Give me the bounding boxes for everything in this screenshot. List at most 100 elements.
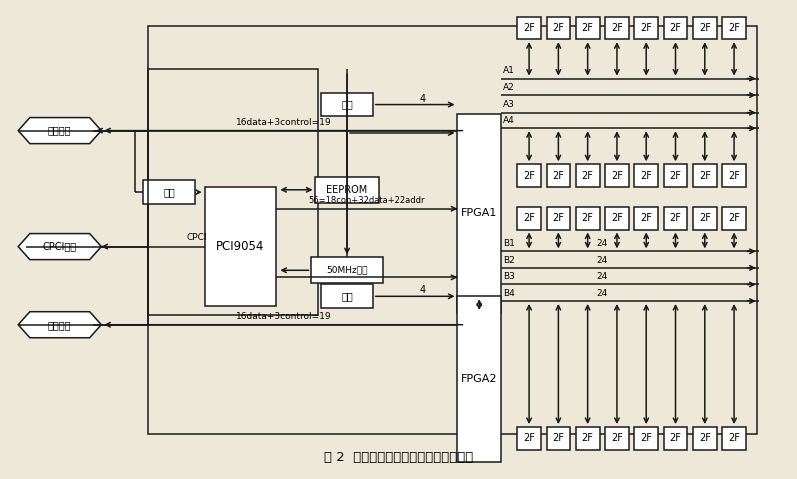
FancyBboxPatch shape (143, 180, 194, 204)
FancyBboxPatch shape (722, 16, 746, 39)
Text: 2F: 2F (582, 213, 594, 223)
Polygon shape (18, 117, 101, 144)
FancyBboxPatch shape (547, 427, 570, 450)
Text: 4: 4 (420, 285, 426, 296)
Text: CPCI接口: CPCI接口 (43, 241, 77, 251)
FancyBboxPatch shape (664, 164, 687, 187)
FancyBboxPatch shape (605, 16, 629, 39)
Text: 2F: 2F (523, 23, 535, 33)
Text: 56=18con+32data+22addr: 56=18con+32data+22addr (308, 196, 425, 205)
FancyBboxPatch shape (316, 177, 379, 203)
FancyBboxPatch shape (664, 16, 687, 39)
FancyBboxPatch shape (634, 207, 658, 229)
Text: 2F: 2F (699, 213, 711, 223)
Text: 2F: 2F (611, 23, 623, 33)
Text: 2F: 2F (611, 433, 623, 444)
FancyBboxPatch shape (605, 427, 629, 450)
Text: 16data+3control=19: 16data+3control=19 (236, 312, 332, 321)
FancyBboxPatch shape (517, 164, 541, 187)
Text: 2F: 2F (552, 171, 564, 181)
Text: 2F: 2F (523, 171, 535, 181)
Text: 外部接口: 外部接口 (48, 125, 72, 136)
FancyBboxPatch shape (575, 207, 599, 229)
FancyBboxPatch shape (722, 207, 746, 229)
Text: A4: A4 (504, 116, 515, 125)
Text: 2F: 2F (523, 433, 535, 444)
Text: 2F: 2F (728, 433, 740, 444)
Text: FPGA1: FPGA1 (461, 208, 497, 218)
Text: A2: A2 (504, 83, 515, 92)
Text: B2: B2 (504, 256, 515, 264)
FancyBboxPatch shape (634, 16, 658, 39)
Text: 24: 24 (596, 289, 607, 298)
Text: FPGA2: FPGA2 (461, 374, 497, 384)
Text: 2F: 2F (728, 213, 740, 223)
Text: 2F: 2F (552, 23, 564, 33)
FancyBboxPatch shape (693, 16, 717, 39)
Polygon shape (18, 312, 101, 338)
FancyBboxPatch shape (321, 285, 373, 308)
Text: 2F: 2F (640, 23, 652, 33)
Text: 2F: 2F (582, 171, 594, 181)
Text: 2F: 2F (640, 213, 652, 223)
Text: 图 2  高速大容量存储器的硬件设计框图: 图 2 高速大容量存储器的硬件设计框图 (324, 451, 473, 464)
FancyBboxPatch shape (575, 16, 599, 39)
Text: 2F: 2F (669, 433, 681, 444)
FancyBboxPatch shape (634, 164, 658, 187)
Text: 2F: 2F (669, 213, 681, 223)
Text: 2F: 2F (552, 213, 564, 223)
Text: 2F: 2F (640, 433, 652, 444)
Text: 2F: 2F (699, 433, 711, 444)
FancyBboxPatch shape (664, 427, 687, 450)
Text: 2F: 2F (728, 171, 740, 181)
Text: 16data+3control=19: 16data+3control=19 (236, 118, 332, 127)
FancyBboxPatch shape (517, 427, 541, 450)
Text: A1: A1 (504, 66, 515, 75)
Text: 24: 24 (596, 272, 607, 281)
Text: 2F: 2F (582, 23, 594, 33)
Text: 2F: 2F (611, 171, 623, 181)
Text: 2F: 2F (611, 213, 623, 223)
FancyBboxPatch shape (634, 427, 658, 450)
FancyBboxPatch shape (575, 427, 599, 450)
FancyBboxPatch shape (722, 427, 746, 450)
Text: 2F: 2F (582, 433, 594, 444)
Text: PCI9054: PCI9054 (216, 240, 265, 253)
Text: 2F: 2F (669, 171, 681, 181)
Text: 开关: 开关 (341, 100, 353, 110)
FancyBboxPatch shape (321, 93, 373, 116)
Text: 外部接口: 外部接口 (48, 319, 72, 330)
FancyBboxPatch shape (664, 207, 687, 229)
FancyBboxPatch shape (547, 16, 570, 39)
Text: 2F: 2F (523, 213, 535, 223)
Text: 开关: 开关 (341, 291, 353, 301)
FancyBboxPatch shape (722, 164, 746, 187)
Text: B1: B1 (504, 239, 515, 248)
Text: CPCI: CPCI (186, 233, 207, 241)
Text: B3: B3 (504, 272, 515, 281)
Text: 24: 24 (596, 239, 607, 248)
Polygon shape (18, 234, 101, 260)
Text: 电源: 电源 (163, 187, 175, 197)
FancyBboxPatch shape (457, 114, 501, 313)
Text: 2F: 2F (552, 433, 564, 444)
Text: 2F: 2F (699, 23, 711, 33)
FancyBboxPatch shape (205, 187, 276, 306)
FancyBboxPatch shape (693, 164, 717, 187)
FancyBboxPatch shape (312, 257, 383, 283)
Text: 4: 4 (420, 94, 426, 104)
Text: 2F: 2F (728, 23, 740, 33)
Text: 2F: 2F (699, 171, 711, 181)
Text: 2F: 2F (669, 23, 681, 33)
FancyBboxPatch shape (547, 207, 570, 229)
Text: 50MHz晶振: 50MHz晶振 (326, 266, 367, 275)
Text: EEPROM: EEPROM (327, 185, 367, 195)
FancyBboxPatch shape (693, 207, 717, 229)
Text: 24: 24 (596, 256, 607, 264)
Text: A3: A3 (504, 100, 515, 109)
FancyBboxPatch shape (547, 164, 570, 187)
FancyBboxPatch shape (605, 207, 629, 229)
FancyBboxPatch shape (457, 297, 501, 462)
FancyBboxPatch shape (575, 164, 599, 187)
Text: B4: B4 (504, 289, 515, 298)
